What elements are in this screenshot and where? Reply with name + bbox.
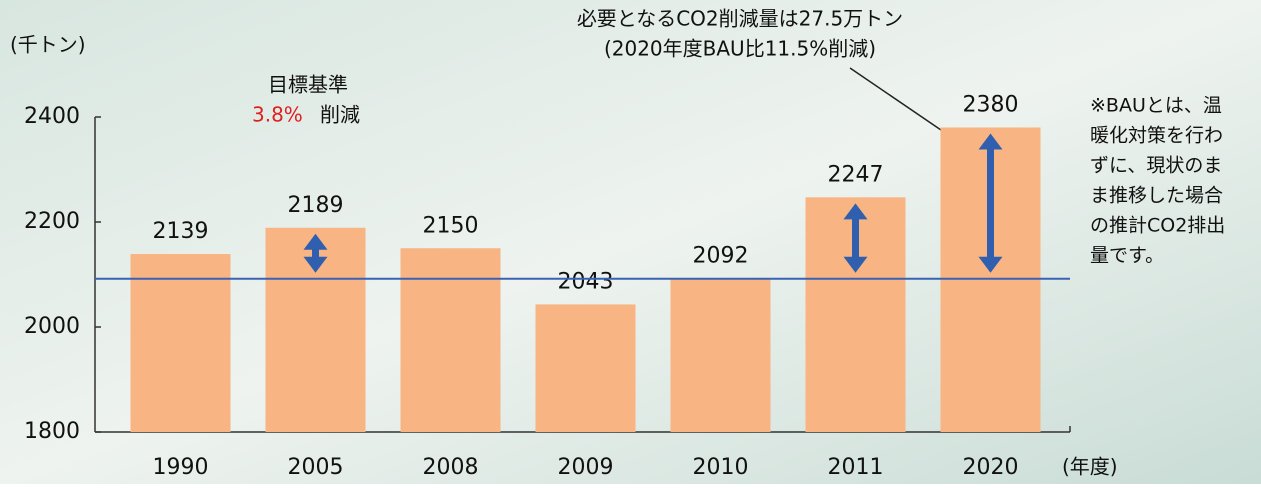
y-axis-label: (千トン) (10, 33, 86, 57)
note-line: 暖化対策を行わ (1090, 125, 1223, 147)
y-tick-label: 2400 (24, 104, 80, 129)
value-label: 2189 (288, 193, 344, 218)
x-tick-label: 2011 (828, 455, 884, 480)
x-tick-label: 2005 (288, 455, 344, 480)
value-label: 2247 (828, 162, 884, 187)
y-tick-label: 1800 (24, 419, 80, 444)
y-tick-label: 2200 (24, 209, 80, 234)
callout-line: 必要となるCO2削減量は27.5万トン (577, 7, 903, 31)
note-line: ずに、現状のま (1090, 155, 1222, 177)
x-tick-label: 1990 (153, 455, 209, 480)
y-tick-label: 2000 (24, 314, 80, 339)
chart: (千トン) 目標基準 3.8% 削減 必要となるCO2削減量は27.5万トン (… (0, 0, 1261, 484)
bar (536, 304, 636, 432)
x-tick-label: 2010 (693, 455, 749, 480)
bar (401, 248, 501, 432)
note-line: の推計CO2排出 (1090, 215, 1225, 237)
target-rate: 3.8% (252, 103, 303, 127)
note-line: 量です。 (1090, 245, 1164, 267)
x-axis-label: (年度) (1062, 455, 1118, 479)
x-tick-label: 2008 (423, 455, 479, 480)
value-label: 2043 (558, 269, 614, 294)
x-tick-label: 2020 (963, 455, 1019, 480)
value-label: 2150 (423, 213, 479, 238)
bar (671, 279, 771, 432)
note-line: ※BAUとは、温 (1090, 95, 1222, 117)
value-label: 2380 (963, 93, 1019, 118)
value-label: 2139 (153, 219, 209, 244)
target-suffix: 削減 (320, 103, 360, 127)
x-tick-label: 2009 (558, 455, 614, 480)
note-line: ま推移した場合 (1090, 185, 1223, 207)
bar (131, 254, 231, 432)
callout-line: (2020年度BAU比11.5%削減) (604, 37, 876, 61)
value-label: 2092 (693, 244, 749, 269)
target-title: 目標基準 (268, 73, 348, 97)
